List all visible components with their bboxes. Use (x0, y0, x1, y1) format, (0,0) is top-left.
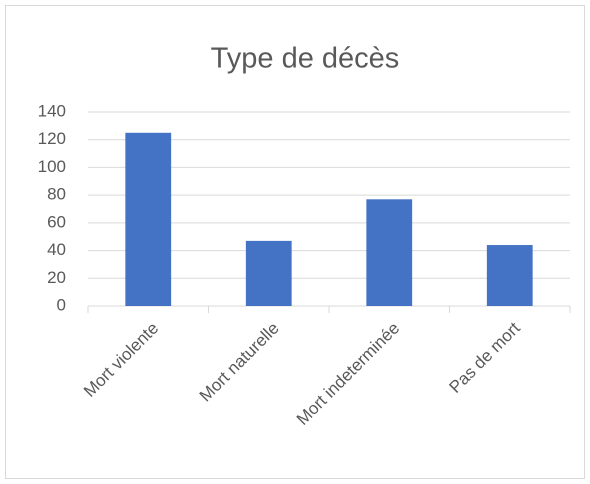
bar (486, 245, 533, 306)
y-tick-label: 40 (47, 240, 66, 259)
y-tick-label: 120 (38, 129, 66, 148)
bar (245, 240, 292, 306)
y-tick-label: 0 (57, 295, 66, 314)
chart-frame (5, 5, 585, 479)
y-tick-label: 140 (38, 101, 66, 120)
y-tick-label: 20 (47, 268, 66, 287)
bar (366, 199, 413, 306)
y-tick-label: 80 (47, 185, 66, 204)
chart-title: Type de décès (211, 43, 400, 75)
y-tick-label: 60 (47, 212, 66, 231)
bar (125, 132, 172, 306)
y-tick-label: 100 (38, 157, 66, 176)
